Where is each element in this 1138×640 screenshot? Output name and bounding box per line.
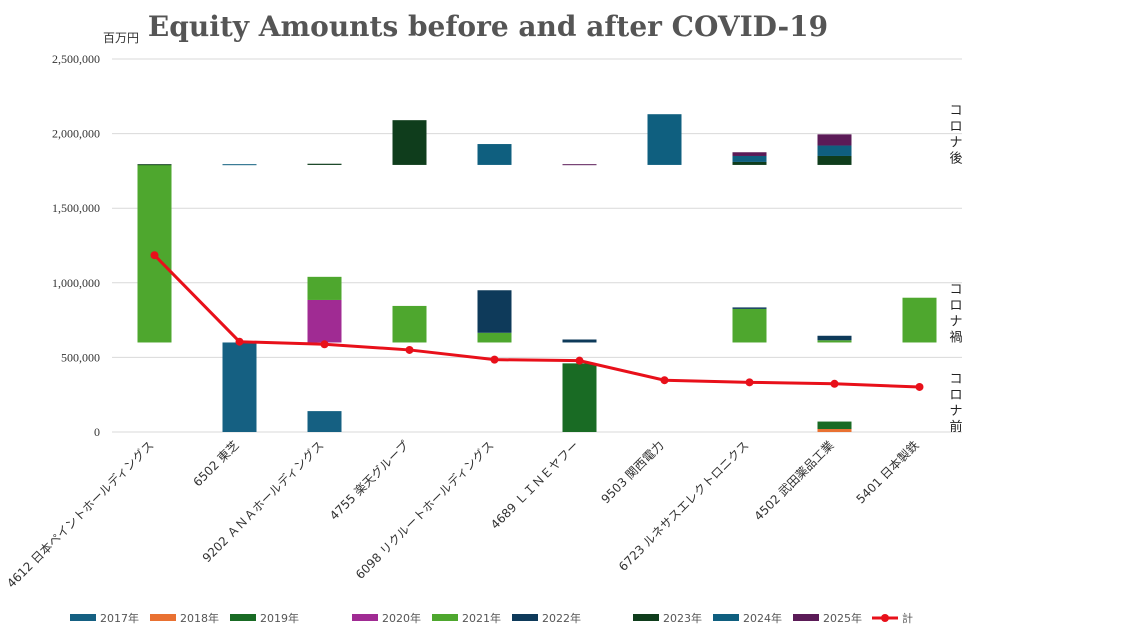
bar-segment — [647, 114, 682, 165]
bar-segment — [307, 163, 342, 165]
bar-segment — [392, 305, 427, 343]
bar-segment — [222, 342, 257, 432]
period-label: コロナ後 — [949, 104, 962, 167]
bar-segment — [817, 134, 852, 146]
x-tick-label: 6502 東芝 — [190, 438, 242, 490]
total-line-point — [490, 355, 499, 364]
bar-segment — [732, 308, 767, 343]
x-tick-label: 9503 関西電力 — [598, 438, 666, 506]
legend-swatch — [512, 614, 538, 621]
bar-segment — [307, 299, 342, 343]
chart-title: Equity Amounts before and after COVID-19 — [148, 10, 828, 43]
x-tick-label: 4689 ＬＩＮＥヤフー — [488, 438, 582, 532]
legend: 2017年 2018年 2019年 2020年 2021年 2022年 2023年 2024年… — [70, 611, 913, 625]
legend-label: 2018年 — [180, 611, 219, 625]
x-tick-label: 4502 武田薬品工業 — [752, 438, 837, 523]
bar-segment — [902, 297, 937, 343]
legend-label: 2025年 — [823, 611, 862, 625]
total-line-point — [320, 340, 329, 349]
total-line-point — [405, 345, 414, 354]
unit-label: 百万円 — [103, 31, 139, 45]
bar-segment — [222, 164, 257, 166]
bar-segment — [477, 144, 512, 165]
legend-swatch — [432, 614, 458, 621]
bar-segment — [732, 152, 767, 156]
bar-segment — [817, 155, 852, 165]
legend-label: 2019年 — [260, 611, 299, 625]
bar-segment — [562, 363, 597, 432]
bar-segment — [817, 340, 852, 343]
legend-swatch-marker — [881, 614, 889, 622]
total-line — [150, 251, 924, 391]
legend-swatch — [230, 614, 256, 621]
bar-segment — [477, 290, 512, 333]
bar-segment — [817, 421, 852, 430]
bar-segment — [817, 429, 852, 432]
y-tick-label: 0 — [94, 425, 100, 439]
legend-swatch — [633, 614, 659, 621]
bar-segment — [307, 276, 342, 300]
period-label: コロナ禍 — [949, 283, 962, 346]
total-line-point — [915, 382, 924, 391]
legend-label: 2017年 — [100, 611, 139, 625]
legend-swatch — [70, 614, 96, 621]
legend-label: 2020年 — [382, 611, 421, 625]
bar-segment — [307, 411, 342, 432]
bar-segment — [817, 335, 852, 341]
bar-segment — [392, 120, 427, 165]
period-label: コロナ前 — [949, 372, 962, 435]
y-tick-label: 2,500,000 — [52, 52, 100, 66]
legend-swatch — [352, 614, 378, 621]
y-tick-label: 1,500,000 — [52, 201, 100, 215]
total-line-point — [150, 251, 159, 260]
y-tick-label: 1,000,000 — [52, 276, 100, 290]
x-tick-label: 4612 日本ペイントホールディングス — [4, 438, 157, 591]
total-line-point — [575, 356, 584, 365]
total-line-path — [153, 254, 920, 389]
total-line-point — [830, 379, 839, 388]
x-tick-label: 4755 楽天グループ — [327, 438, 412, 523]
legend-label: 2023年 — [663, 611, 702, 625]
y-tick-label: 500,000 — [61, 350, 100, 364]
legend-swatch — [150, 614, 176, 621]
legend-label: 2022年 — [542, 611, 581, 625]
x-tick-label: 6098 リクルートホールディングス — [352, 438, 496, 582]
bar-segment — [732, 155, 767, 162]
legend-label: 2021年 — [462, 611, 501, 625]
y-axis-ticks: 0 500,000 1,000,000 1,500,000 2,000,000 2,500… — [52, 52, 100, 439]
x-tick-label: 5401 日本製鉄 — [853, 438, 922, 507]
legend-swatch — [793, 614, 819, 621]
total-line-point — [745, 378, 754, 387]
total-line-point — [235, 337, 244, 346]
bar-segment — [562, 339, 597, 343]
legend-label: 計 — [902, 611, 913, 625]
bar-segment — [137, 164, 172, 166]
legend-swatch — [713, 614, 739, 621]
bar-segment — [562, 164, 597, 166]
bar-segment — [732, 161, 767, 165]
total-line-point — [660, 376, 669, 385]
bar-segment — [817, 145, 852, 156]
legend-label: 2024年 — [743, 611, 782, 625]
y-tick-label: 2,000,000 — [52, 127, 100, 141]
bars — [137, 114, 937, 432]
bar-segment — [477, 332, 512, 343]
bar-segment — [732, 307, 767, 309]
